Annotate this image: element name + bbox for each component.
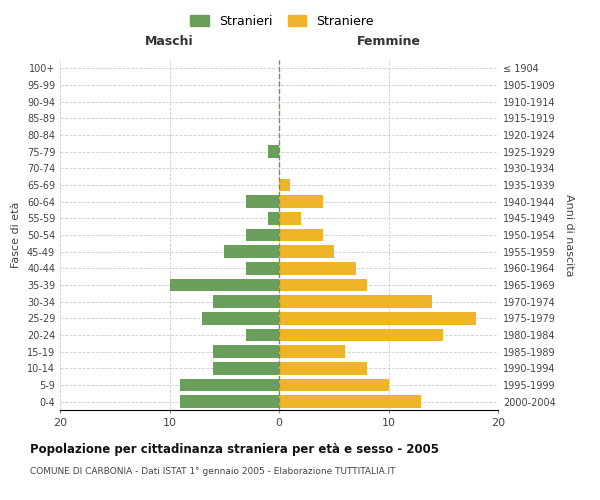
Bar xyxy=(279,346,345,358)
Bar xyxy=(279,296,433,308)
Bar xyxy=(181,379,279,391)
Text: Popolazione per cittadinanza straniera per età e sesso - 2005: Popolazione per cittadinanza straniera p… xyxy=(30,442,439,456)
Bar xyxy=(246,329,279,341)
Bar xyxy=(279,212,301,224)
Bar xyxy=(279,179,290,192)
Bar xyxy=(214,346,279,358)
Bar xyxy=(279,396,421,408)
Bar xyxy=(202,312,279,324)
Text: COMUNE DI CARBONIA - Dati ISTAT 1° gennaio 2005 - Elaborazione TUTTITALIA.IT: COMUNE DI CARBONIA - Dati ISTAT 1° genna… xyxy=(30,468,395,476)
Bar xyxy=(181,396,279,408)
Bar xyxy=(279,279,367,291)
Bar xyxy=(224,246,279,258)
Bar xyxy=(169,279,279,291)
Y-axis label: Fasce di età: Fasce di età xyxy=(11,202,21,268)
Bar xyxy=(279,246,334,258)
Bar xyxy=(214,296,279,308)
Bar xyxy=(279,379,389,391)
Bar xyxy=(279,362,367,374)
Bar xyxy=(268,212,279,224)
Bar xyxy=(268,146,279,158)
Y-axis label: Anni di nascita: Anni di nascita xyxy=(564,194,574,276)
Text: Maschi: Maschi xyxy=(145,36,194,49)
Bar xyxy=(279,262,356,274)
Bar xyxy=(279,196,323,208)
Bar xyxy=(279,229,323,241)
Bar xyxy=(279,329,443,341)
Bar xyxy=(246,262,279,274)
Legend: Stranieri, Straniere: Stranieri, Straniere xyxy=(187,11,377,32)
Bar xyxy=(279,312,476,324)
Text: Femmine: Femmine xyxy=(356,36,421,49)
Bar xyxy=(246,196,279,208)
Bar xyxy=(214,362,279,374)
Bar xyxy=(246,229,279,241)
